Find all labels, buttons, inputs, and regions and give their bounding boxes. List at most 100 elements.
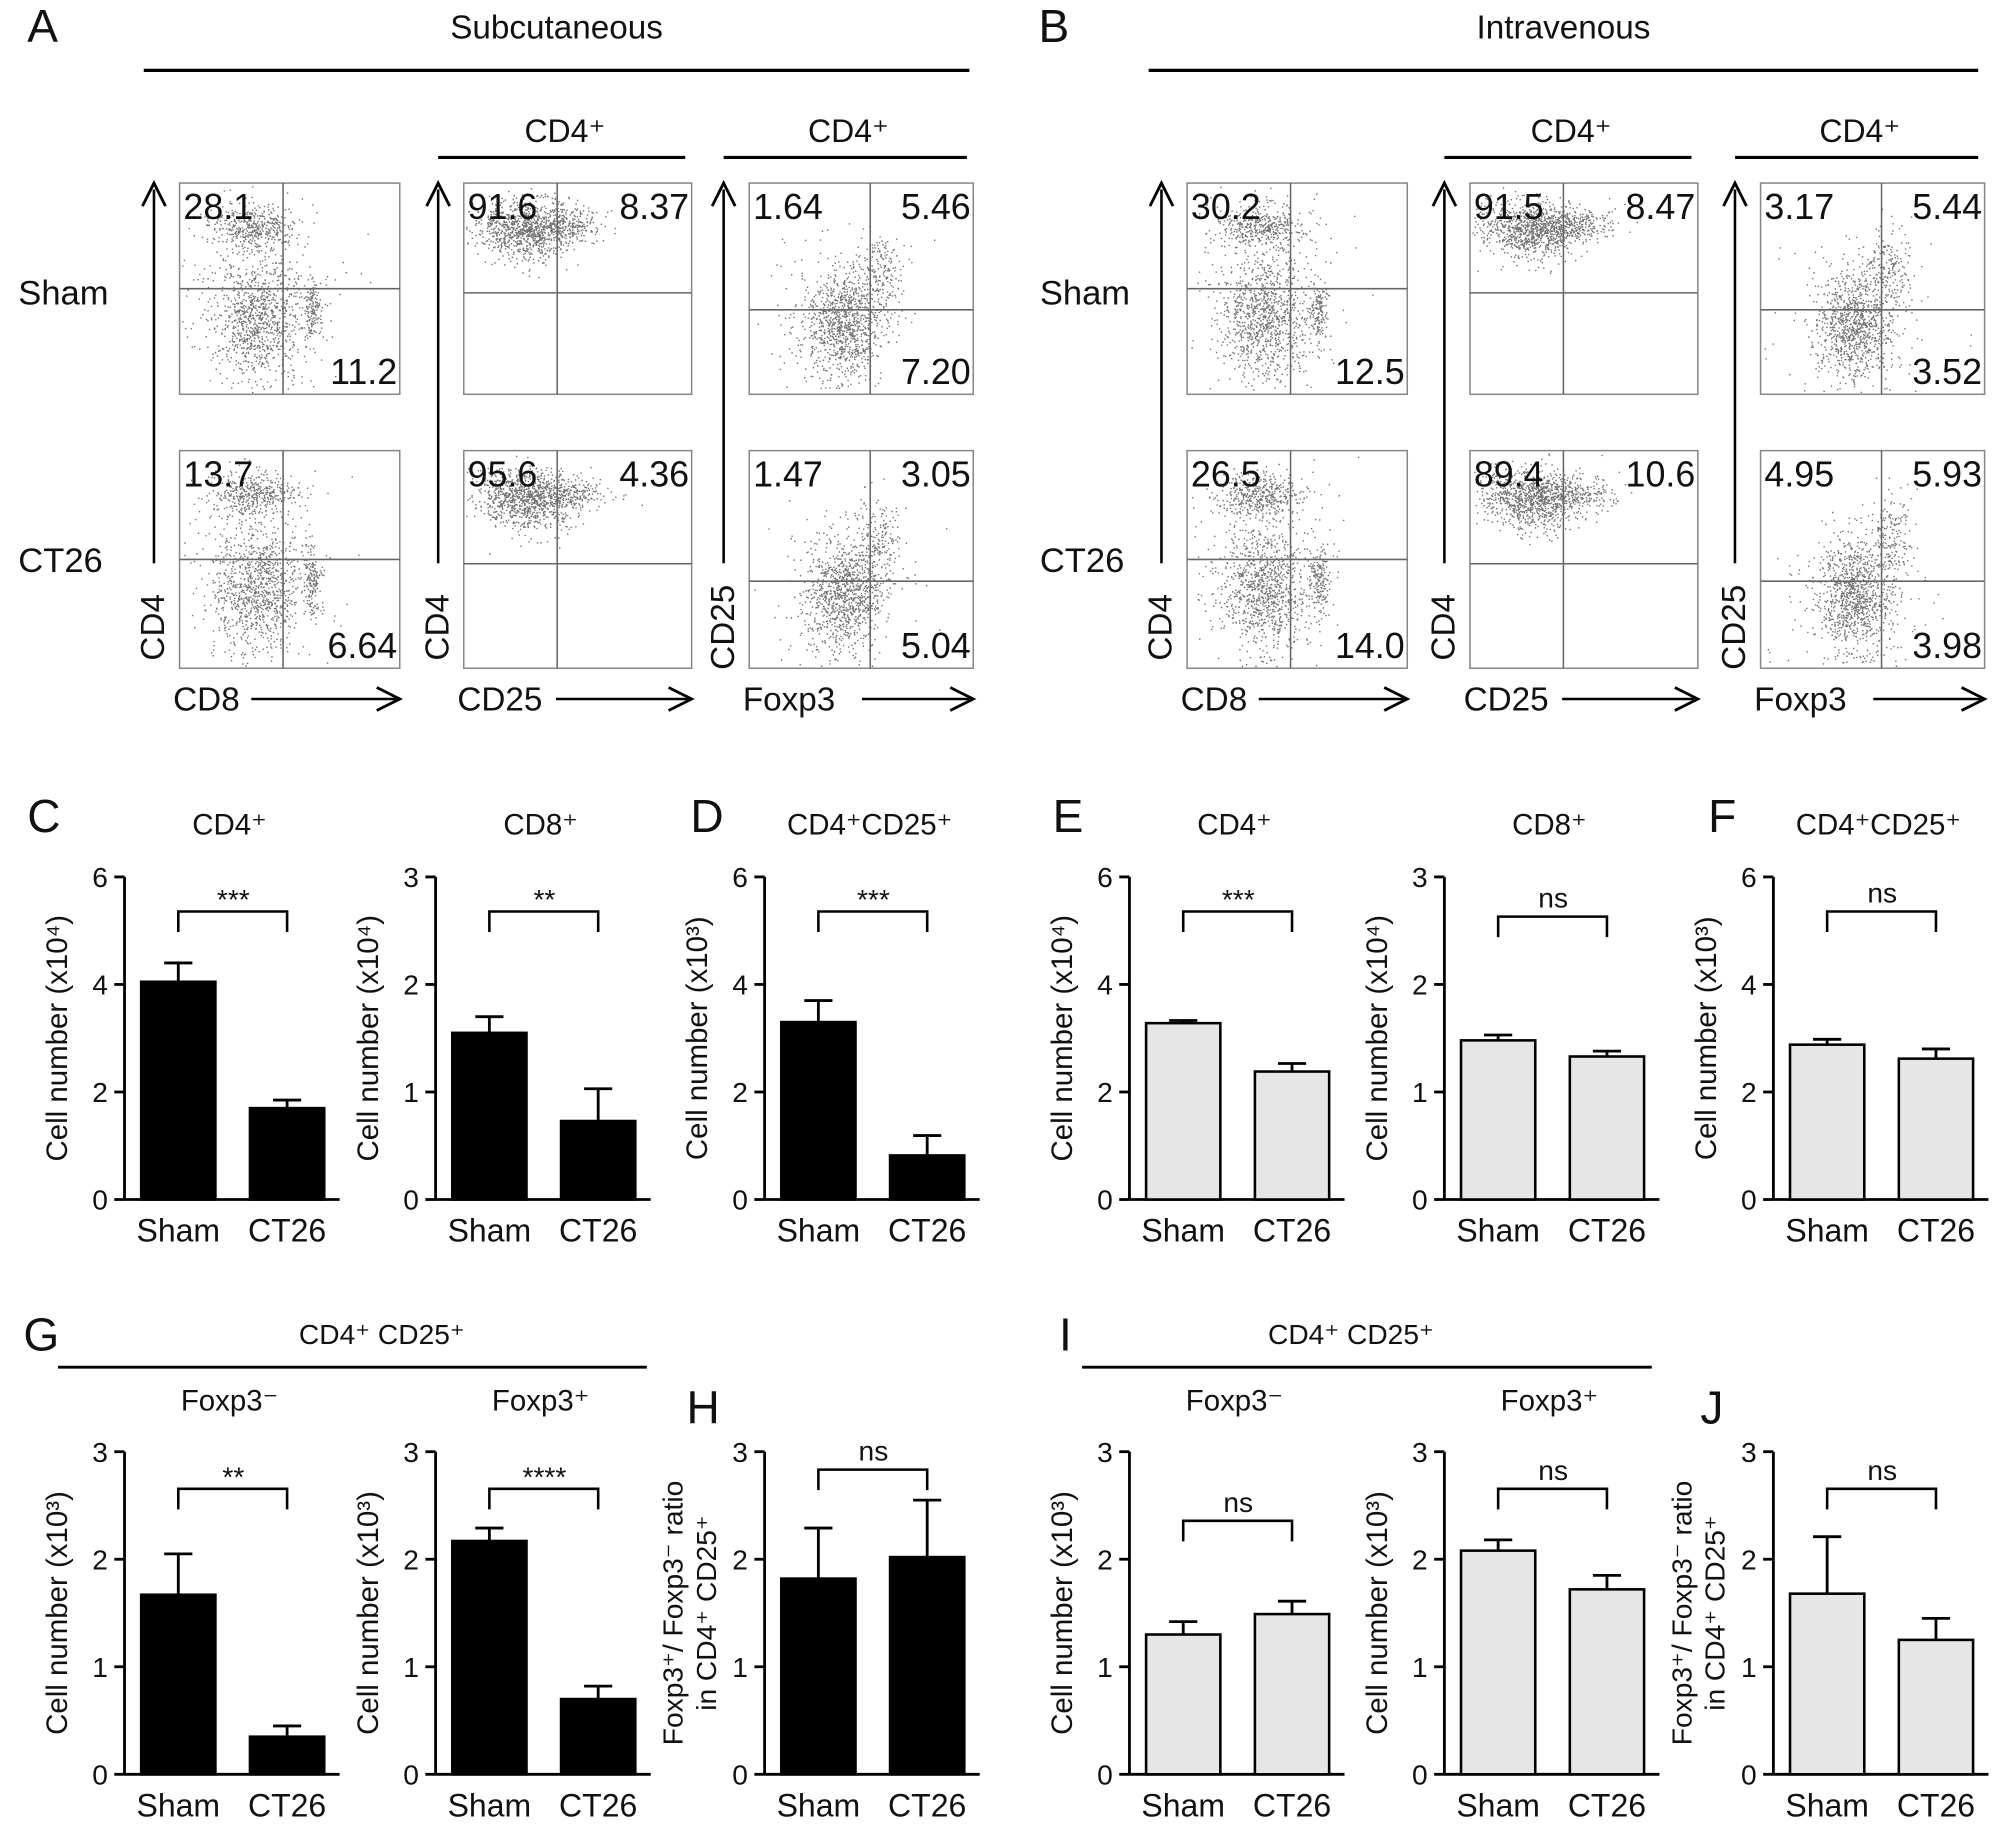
bar-chart-2: CD8⁺ Cell number (x10⁴) 0 1 2 3 Sham CT26 ** [352, 809, 651, 1249]
category-label: Sham [777, 1788, 861, 1824]
category-label: Sham [136, 1213, 220, 1249]
significance-label: ns [1867, 1455, 1897, 1486]
y-tick-label: 2 [732, 1544, 748, 1575]
y-tick-label: 3 [732, 1437, 748, 1468]
quadrant-lr-percent: 11.2 [330, 352, 397, 392]
quadrant-ur-percent: 10.6 [1626, 454, 1696, 494]
plot-frame [463, 449, 693, 670]
y-tick-label: 1 [403, 1652, 419, 1683]
quadrant-ul-percent: 28.1 [183, 187, 253, 227]
significance-bracket [1496, 915, 1609, 938]
significance-bracket [1496, 1487, 1609, 1510]
category-label: CT26 [1568, 1788, 1646, 1824]
bar-ct26 [248, 1735, 326, 1776]
category-label: Sham [1141, 1213, 1225, 1249]
category-label: CT26 [1253, 1788, 1331, 1824]
y-tick-label: 2 [403, 970, 419, 1001]
y-axis-label: in CD4⁺ CD25⁺ [1700, 1515, 1731, 1711]
category-label: Sham [448, 1213, 532, 1249]
chart-title: CD4⁺CD25⁺ [1796, 809, 1961, 842]
y-tick-label: 1 [1412, 1077, 1428, 1108]
y-axis-label: Cell number (x10⁴) [1361, 915, 1394, 1162]
panel-letter: A [27, 0, 58, 52]
group-header-i: I CD4⁺ CD25⁺ [1059, 1309, 1652, 1369]
bar-ct26 [1253, 1612, 1331, 1776]
bar-ct26 [1253, 1070, 1331, 1201]
chart-title: CD4⁺ [192, 809, 266, 842]
significance-bracket [1825, 1487, 1938, 1510]
gate-header: CD4⁺ [1819, 113, 1900, 149]
quadrant-ur-percent: 5.93 [1912, 454, 1982, 494]
y-tick-label: 3 [1412, 862, 1428, 893]
bar-sham [779, 1020, 857, 1201]
bar-chart-4: E CD4⁺ Cell number (x10⁴) 0 2 4 6 Sham CT26 *** [1046, 790, 1345, 1249]
y-tick-label: 0 [1741, 1185, 1757, 1216]
y-tick-label: 1 [1097, 1652, 1113, 1683]
quadrant-ul-percent: 1.64 [753, 187, 823, 227]
y-tick-label: 0 [1097, 1760, 1113, 1791]
bar-chart-6: F CD4⁺CD25⁺ Cell number (x10³) 0 2 4 6 Sham CT26… [1690, 790, 1989, 1249]
y-tick-label: 2 [1097, 1077, 1113, 1108]
gate-header: CD4⁺ [1531, 113, 1612, 149]
category-label: CT26 [1253, 1213, 1331, 1249]
quadrant-lr-percent: 5.04 [901, 626, 971, 666]
event-dots [1191, 186, 1374, 391]
plot-frame [1759, 182, 1986, 396]
bar-chart-8: Foxp3⁺ Cell number (x10³) 0 1 2 3 Sham CT26 **** [352, 1385, 651, 1824]
significance-label: ns [859, 1436, 889, 1467]
x-axis-label: CD8 [173, 681, 240, 718]
arrow-head-icon [425, 179, 451, 207]
chart-title: Foxp3⁺ [1501, 1385, 1598, 1418]
y-axis-label: CD4 [135, 594, 172, 661]
arrow-head-icon [1960, 686, 1988, 712]
panel-letter: B [1039, 0, 1070, 52]
event-dots [182, 186, 372, 394]
plot-frame [1469, 449, 1699, 670]
panel-letter: D [690, 790, 723, 842]
y-tick-label: 3 [92, 1437, 108, 1468]
y-axis-label: Cell number (x10³) [1361, 1491, 1394, 1735]
y-tick-label: 1 [1412, 1652, 1428, 1683]
y-tick-label: 0 [1412, 1185, 1428, 1216]
quadrant-ur-percent: 5.44 [1912, 187, 1982, 227]
panel-letter: I [1059, 1309, 1072, 1361]
row-label: CT26 [18, 542, 102, 580]
group-header-g: G CD4⁺ CD25⁺ [23, 1309, 647, 1369]
bar-sham [1144, 1633, 1222, 1776]
y-tick-label: 3 [1741, 1437, 1757, 1468]
bar-chart-5: CD8⁺ Cell number (x10⁴) 0 1 2 3 Sham CT26 ns [1361, 809, 1660, 1249]
category-label: Sham [1141, 1788, 1225, 1824]
arrow-head-icon [1431, 179, 1458, 207]
bar-sham [1459, 1039, 1537, 1201]
y-tick-label: 1 [403, 1077, 419, 1108]
quadrant-ur-percent: 8.37 [619, 187, 689, 227]
significance-label: ns [1538, 1455, 1568, 1486]
category-label: CT26 [1897, 1213, 1975, 1249]
category-label: Sham [777, 1213, 861, 1249]
y-tick-label: 2 [1741, 1544, 1757, 1575]
quadrant-ur-percent: 5.46 [901, 187, 971, 227]
quadrant-lr-percent: 14.0 [1335, 626, 1405, 666]
row-label: CT26 [1040, 542, 1124, 580]
y-tick-label: 4 [92, 970, 108, 1001]
y-tick-label: 0 [92, 1760, 108, 1791]
arrow-head-icon [667, 686, 695, 712]
bar-ct26 [1568, 1055, 1646, 1201]
significance-bracket [177, 910, 289, 932]
x-axis-label: CD25 [1464, 681, 1549, 718]
bar-sham [139, 1593, 217, 1776]
quadrant-lr-percent: 12.5 [1335, 352, 1405, 392]
significance-bracket [817, 910, 929, 932]
chart-title: Foxp3⁺ [492, 1385, 589, 1418]
y-tick-label: 0 [732, 1185, 748, 1216]
category-label: Sham [448, 1788, 532, 1824]
y-tick-label: 1 [732, 1652, 748, 1683]
significance-label: ns [1223, 1487, 1253, 1518]
y-axis-label: Foxp3⁺/ Foxp3⁻ ratio [658, 1481, 689, 1745]
significance-label: ns [1867, 878, 1897, 909]
category-label: CT26 [1568, 1213, 1646, 1249]
gate-header: CD4⁺ [524, 113, 605, 149]
y-axis-label: CD25 [1716, 585, 1753, 670]
quadrant-lr-percent: 7.20 [901, 352, 971, 392]
